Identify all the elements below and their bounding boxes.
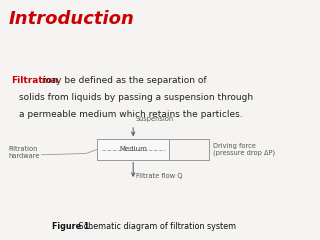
Text: Schematic diagram of filtration system: Schematic diagram of filtration system [76,222,236,231]
Text: Introduction: Introduction [9,10,134,28]
Text: Figure 1.: Figure 1. [52,222,92,231]
Text: Medium: Medium [119,146,147,152]
Text: a permeable medium which retains the particles.: a permeable medium which retains the par… [19,110,242,119]
Text: may be defined as the separation of: may be defined as the separation of [39,76,207,85]
Text: Filtration
hardware: Filtration hardware [9,146,40,159]
Text: Driving force
(pressure drop ΔP): Driving force (pressure drop ΔP) [213,143,276,156]
Text: Filtrate flow Q: Filtrate flow Q [136,173,182,179]
Text: Filtration: Filtration [12,76,59,85]
Bar [97,139,169,160]
Text: solids from liquids by passing a suspension through: solids from liquids by passing a suspens… [19,93,253,102]
Text: Suspension: Suspension [136,116,174,122]
